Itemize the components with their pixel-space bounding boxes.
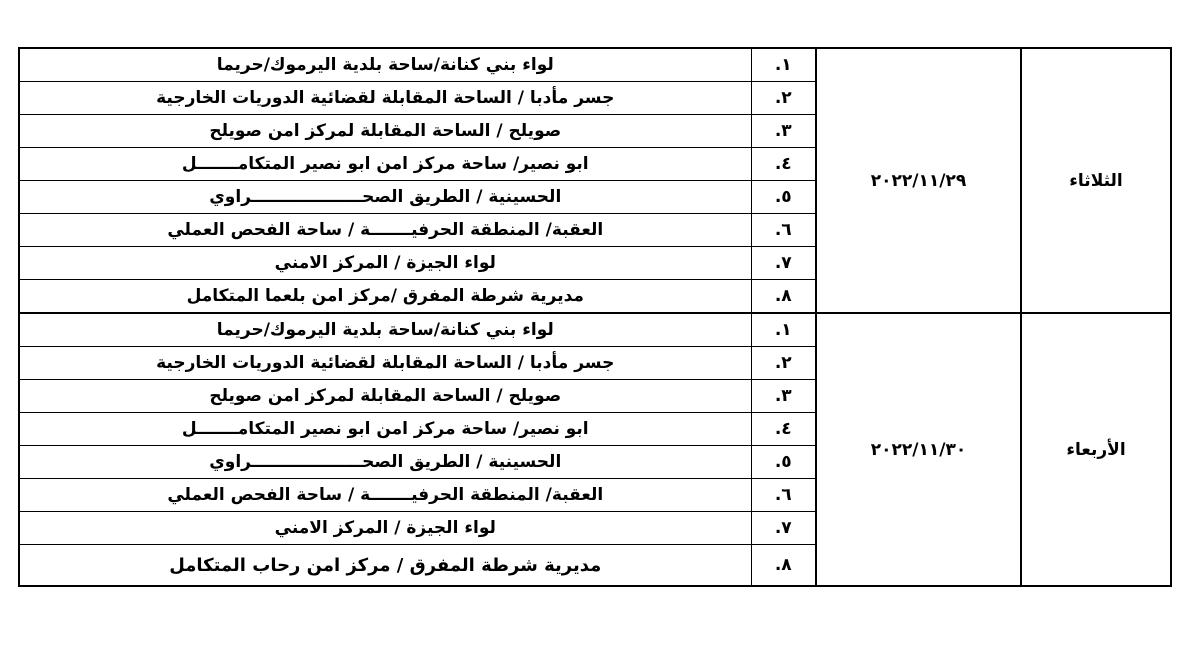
location-cell: صويلح / الساحة المقابلة لمركز امن صويلح <box>18 379 752 413</box>
row-number: ٣. <box>750 114 817 148</box>
location-cell: لواء بني كنانة/ساحة بلدية اليرموك/حريما <box>18 312 752 347</box>
row-number: ٧. <box>750 511 817 545</box>
location-cell: لواء الجيزة / المركز الامني <box>18 246 752 280</box>
location-cell: العقبة/ المنطقة الحرفيـــــــة / ساحة ال… <box>18 478 752 512</box>
table-row: ٢. جسر مأدبا / الساحة المقابلة لقضائية ال… <box>18 346 1171 380</box>
row-number: ٧. <box>750 246 817 280</box>
location-cell: ابو نصير/ ساحة مركز امن ابو نصير المتكام… <box>18 147 752 181</box>
row-number: ٦. <box>750 213 817 247</box>
location-cell: العقبة/ المنطقة الحرفيـــــــة / ساحة ال… <box>18 213 752 247</box>
table-row: الثلاثاء ٢٠٢٢/١١/٢٩ ١. لواء بني كنانة/ساحة … <box>18 47 1172 314</box>
location-cell: لواء بني كنانة/ساحة بلدية اليرموك/حريما <box>18 47 752 82</box>
table-row: ٦. العقبة/ المنطقة الحرفيـــــــة / ساحة … <box>18 213 1171 247</box>
row-number: ٤. <box>750 412 817 446</box>
row-number: ٥. <box>750 180 817 214</box>
table-row: الأربعاء ٢٠٢٢/١١/٣٠ ١. لواء بني كنانة/ساحة … <box>18 312 1172 587</box>
row-number: ٢. <box>750 81 817 115</box>
row-number: ٤. <box>750 147 817 181</box>
day-cell: الثلاثاء <box>1020 47 1172 314</box>
row-number: ٥. <box>750 445 817 479</box>
table-row: ٢. جسر مأدبا / الساحة المقابلة لقضائية ال… <box>18 81 1171 115</box>
row-number: ٢. <box>750 346 817 380</box>
schedule-table: الثلاثاء ٢٠٢٢/١١/٢٩ ١. لواء بني كنانة/ساحة … <box>18 47 1172 587</box>
schedule-body: الثلاثاء ٢٠٢٢/١١/٢٩ ١. لواء بني كنانة/ساحة … <box>18 47 1172 587</box>
table-row: ٤. ابو نصير/ ساحة مركز امن ابو نصير المتك… <box>18 412 1171 446</box>
row-number: ٨. <box>750 279 817 314</box>
location-cell: جسر مأدبا / الساحة المقابلة لقضائية الدو… <box>18 346 752 380</box>
table-row: ٨. مديرية شرطة المفرق / مركز امن رحاب الم… <box>18 544 1171 587</box>
date-cell: ٢٠٢٢/١١/٣٠ <box>815 312 1022 587</box>
location-cell: الحسينية / الطريق الصحــــــــــــــــــ… <box>18 445 752 479</box>
location-cell: مديرية شرطة المفرق / مركز امن رحاب المتك… <box>18 544 752 587</box>
location-cell: الحسينية / الطريق الصحــــــــــــــــــ… <box>18 180 752 214</box>
row-number: ١. <box>750 47 817 82</box>
table-row: ٨. مديرية شرطة المفرق /مركز امن بلعما الم… <box>18 279 1171 314</box>
table-row: ٣. صويلح / الساحة المقابلة لمركز امن صويل… <box>18 379 1171 413</box>
table-row: ٣. صويلح / الساحة المقابلة لمركز امن صويل… <box>18 114 1171 148</box>
date-cell: ٢٠٢٢/١١/٢٩ <box>815 47 1022 314</box>
row-number: ٦. <box>750 478 817 512</box>
location-cell: لواء الجيزة / المركز الامني <box>18 511 752 545</box>
table-row: ٧. لواء الجيزة / المركز الامني <box>18 246 1171 280</box>
day-cell: الأربعاء <box>1020 312 1172 587</box>
location-cell: ابو نصير/ ساحة مركز امن ابو نصير المتكام… <box>18 412 752 446</box>
row-number: ١. <box>750 312 817 347</box>
row-number: ٨. <box>750 544 817 587</box>
location-cell: صويلح / الساحة المقابلة لمركز امن صويلح <box>18 114 752 148</box>
location-cell: جسر مأدبا / الساحة المقابلة لقضائية الدو… <box>18 81 752 115</box>
row-number: ٣. <box>750 379 817 413</box>
table-row: ٧. لواء الجيزة / المركز الامني <box>18 511 1171 545</box>
location-cell: مديرية شرطة المفرق /مركز امن بلعما المتك… <box>18 279 752 314</box>
